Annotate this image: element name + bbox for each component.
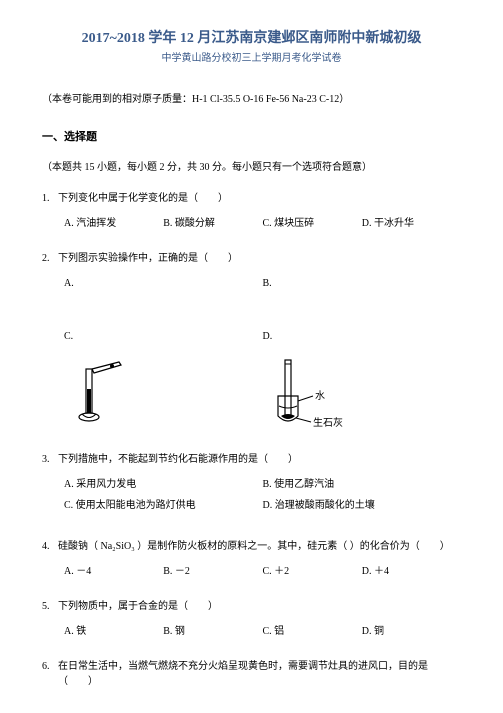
question-2: 2. 下列图示实验操作中，正确的是（ ） A. B. C. D. [42,251,461,432]
q6-num: 6. [42,659,58,689]
q3-opt-b: B. 使用乙醇汽油 [263,477,462,492]
q2-opt-d: D. [263,329,462,344]
section-heading: 一、选择题 [42,129,461,146]
question-1: 1. 下列变化中属于化学变化的是（ ） A. 汽油挥发 B. 碳酸分解 C. 煤… [42,191,461,231]
atomic-mass-note: （本卷可能用到的相对原子质量：H-1 Cl-35.5 O-16 Fe-56 Na… [42,92,461,107]
q2-fig-d: 水 生石灰 [263,356,462,432]
question-3: 3. 下列措施中，不能起到节约化石能源作用的是（ ） A. 采用风力发电 B. … [42,452,461,519]
q6-stem: 在日常生活中，当燃气燃烧不充分火焰呈现黄色时，需要调节灶具的进风口，目的是（ ） [58,659,461,689]
q1-stem: 下列变化中属于化学变化的是（ ） [58,191,461,206]
q1-num: 1. [42,191,58,206]
q4-opt-b: B. －2 [163,564,262,579]
q5-num: 5. [42,599,58,614]
q2-label-lime: 生石灰 [313,416,343,429]
q2-opt-b: B. [263,276,462,291]
q5-opt-c: C. 铝 [263,624,362,639]
q1-opt-d: D. 干冰升华 [362,216,461,231]
q3-stem: 下列措施中，不能起到节约化石能源作用的是（ ） [58,452,461,467]
q2-label-water: 水 [315,390,325,402]
q2-num: 2. [42,251,58,266]
title-main: 2017~2018 学年 12 月江苏南京建邺区南师附中新城初级 [42,28,461,49]
q5-stem: 下列物质中，属于合金的是（ ） [58,599,461,614]
q2-opt-c: C. [64,329,263,344]
q2-stem: 下列图示实验操作中，正确的是（ ） [58,251,461,266]
q3-opt-d: D. 治理被酸雨酸化的土壤 [263,498,462,513]
q3-num: 3. [42,452,58,467]
q2-opt-a: A. [64,276,263,291]
q2-fig-c [64,359,263,429]
question-4: 4. 硅酸钠（ Na₂SiO₃ ）是制作防火板材的原料之一。其中，硅元素（ ）的… [42,539,461,579]
q4-opt-c: C. ＋2 [263,564,362,579]
q4-num: 4. [42,539,58,554]
section-note: （本题共 15 小题，每小题 2 分，共 30 分。每小题只有一个选项符合题意） [42,160,461,175]
q5-opt-a: A. 铁 [64,624,163,639]
q1-opt-a: A. 汽油挥发 [64,216,163,231]
q3-opt-a: A. 采用风力发电 [64,477,263,492]
q3-opt-c: C. 使用太阳能电池为路灯供电 [64,498,263,513]
q4-opt-d: D. ＋4 [362,564,461,579]
q1-opt-c: C. 煤块压碎 [263,216,362,231]
question-6: 6. 在日常生活中，当燃气燃烧不充分火焰呈现黄色时，需要调节灶具的进风口，目的是… [42,659,461,689]
q5-opt-d: D. 铜 [362,624,461,639]
q5-opt-b: B. 钢 [163,624,262,639]
q4-opt-a: A. －4 [64,564,163,579]
q4-stem: 硅酸钠（ Na₂SiO₃ ）是制作防火板材的原料之一。其中，硅元素（ ）的化合价… [58,539,461,554]
q1-opt-b: B. 碳酸分解 [163,216,262,231]
question-5: 5. 下列物质中，属于合金的是（ ） A. 铁 B. 钢 C. 铝 D. 铜 [42,599,461,639]
title-sub: 中学黄山路分校初三上学期月考化学试卷 [42,51,461,66]
